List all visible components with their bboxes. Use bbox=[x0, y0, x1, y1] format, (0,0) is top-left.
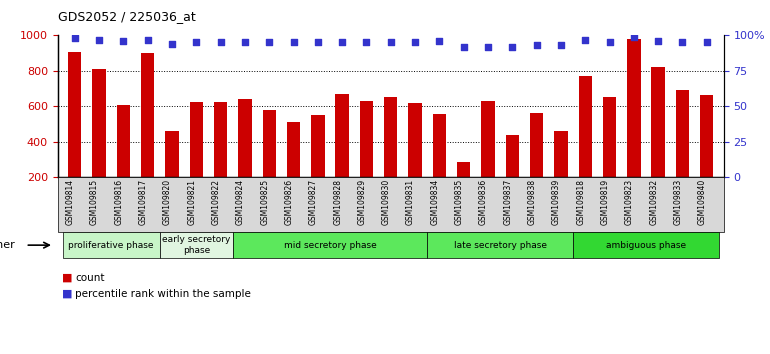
Bar bbox=[336, 94, 349, 212]
Text: GSM109817: GSM109817 bbox=[139, 179, 148, 225]
Bar bbox=[238, 99, 252, 212]
Text: other: other bbox=[0, 240, 15, 250]
Bar bbox=[263, 110, 276, 212]
Text: ambiguous phase: ambiguous phase bbox=[606, 241, 686, 250]
Text: GSM109823: GSM109823 bbox=[625, 179, 634, 225]
Bar bbox=[166, 131, 179, 212]
Text: GSM109829: GSM109829 bbox=[357, 179, 367, 225]
Text: GSM109834: GSM109834 bbox=[430, 179, 440, 225]
Text: GSM109836: GSM109836 bbox=[479, 179, 488, 225]
Point bbox=[360, 40, 373, 45]
Text: count: count bbox=[75, 273, 105, 283]
Point bbox=[239, 40, 251, 45]
Text: GSM109832: GSM109832 bbox=[649, 179, 658, 225]
Point bbox=[336, 40, 348, 45]
Text: percentile rank within the sample: percentile rank within the sample bbox=[75, 289, 251, 299]
Bar bbox=[603, 97, 616, 212]
Text: GSM109820: GSM109820 bbox=[163, 179, 172, 225]
Bar bbox=[214, 102, 227, 212]
Text: ■: ■ bbox=[62, 289, 72, 299]
Text: mid secretory phase: mid secretory phase bbox=[283, 241, 377, 250]
Point bbox=[482, 44, 494, 50]
Bar bbox=[360, 101, 373, 212]
Text: GSM109833: GSM109833 bbox=[674, 179, 682, 225]
Bar bbox=[287, 122, 300, 212]
Bar bbox=[408, 103, 422, 212]
Text: GSM109825: GSM109825 bbox=[260, 179, 269, 225]
Text: GSM109826: GSM109826 bbox=[285, 179, 293, 225]
Point bbox=[263, 40, 276, 45]
Bar bbox=[700, 95, 714, 212]
Bar bbox=[506, 135, 519, 212]
Point bbox=[652, 38, 665, 44]
Bar bbox=[530, 113, 544, 212]
Text: GDS2052 / 225036_at: GDS2052 / 225036_at bbox=[58, 10, 196, 23]
Bar bbox=[141, 53, 154, 212]
Text: GSM109840: GSM109840 bbox=[698, 179, 707, 225]
Text: early secretory
phase: early secretory phase bbox=[162, 235, 230, 255]
Bar bbox=[433, 114, 446, 212]
Text: GSM109839: GSM109839 bbox=[552, 179, 561, 225]
Text: GSM109838: GSM109838 bbox=[527, 179, 537, 225]
Text: GSM109819: GSM109819 bbox=[601, 179, 610, 225]
Point bbox=[457, 44, 470, 50]
Point bbox=[215, 40, 227, 45]
Text: GSM109828: GSM109828 bbox=[333, 179, 342, 225]
Bar bbox=[676, 90, 689, 212]
Text: GSM109835: GSM109835 bbox=[455, 179, 464, 225]
Point bbox=[531, 42, 543, 48]
Text: GSM109827: GSM109827 bbox=[309, 179, 318, 225]
Bar bbox=[68, 52, 82, 212]
Point bbox=[554, 42, 567, 48]
Point bbox=[166, 41, 178, 47]
Bar bbox=[384, 97, 397, 212]
Point bbox=[604, 40, 616, 45]
Point bbox=[190, 40, 203, 45]
Point bbox=[434, 38, 446, 44]
Point bbox=[506, 44, 518, 50]
Point bbox=[287, 40, 300, 45]
Bar bbox=[311, 115, 324, 212]
Bar bbox=[457, 162, 470, 212]
Text: GSM109837: GSM109837 bbox=[504, 179, 512, 225]
Text: GSM109818: GSM109818 bbox=[576, 179, 585, 225]
Bar bbox=[554, 131, 567, 212]
Point bbox=[409, 40, 421, 45]
Bar bbox=[189, 102, 203, 212]
Text: proliferative phase: proliferative phase bbox=[69, 241, 154, 250]
Text: GSM109815: GSM109815 bbox=[90, 179, 99, 225]
Text: GSM109831: GSM109831 bbox=[406, 179, 415, 225]
Text: late secretory phase: late secretory phase bbox=[454, 241, 547, 250]
Text: GSM109830: GSM109830 bbox=[382, 179, 390, 225]
Point bbox=[93, 37, 105, 42]
Text: GSM109816: GSM109816 bbox=[115, 179, 123, 225]
Bar bbox=[92, 69, 105, 212]
Point bbox=[579, 37, 591, 42]
Bar bbox=[628, 39, 641, 212]
Point bbox=[676, 40, 688, 45]
Text: GSM109821: GSM109821 bbox=[187, 179, 196, 225]
Point bbox=[69, 35, 81, 41]
Bar bbox=[651, 67, 665, 212]
Point bbox=[701, 40, 713, 45]
Bar bbox=[117, 105, 130, 212]
Bar bbox=[578, 76, 592, 212]
Point bbox=[117, 38, 129, 44]
Point bbox=[142, 37, 154, 42]
Bar bbox=[481, 101, 494, 212]
Text: GSM109824: GSM109824 bbox=[236, 179, 245, 225]
Point bbox=[312, 40, 324, 45]
Point bbox=[628, 34, 640, 40]
Text: GSM109822: GSM109822 bbox=[212, 179, 221, 225]
Point bbox=[385, 40, 397, 45]
Text: GSM109814: GSM109814 bbox=[65, 179, 75, 225]
Text: ■: ■ bbox=[62, 273, 72, 283]
